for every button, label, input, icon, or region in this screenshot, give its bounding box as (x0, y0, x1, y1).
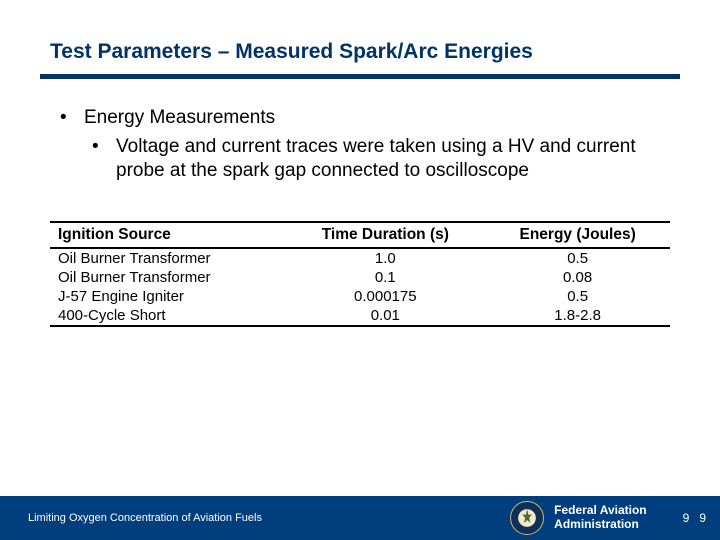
footer-page-numbers: 9 9 (683, 511, 706, 525)
bullet-l1-text: Energy Measurements (84, 107, 275, 129)
data-table: Ignition Source Time Duration (s) Energy… (50, 221, 670, 327)
title-wrap: Test Parameters – Measured Spark/Arc Ene… (0, 0, 720, 70)
table-header-cell: Energy (Joules) (485, 222, 670, 248)
table-cell: 0.1 (285, 268, 485, 287)
table-cell: Oil Burner Transformer (50, 248, 285, 268)
table-header-cell: Ignition Source (50, 222, 285, 248)
footer-org-line1: Federal Aviation (554, 503, 646, 517)
table-cell: 0.5 (485, 248, 670, 268)
slide: Test Parameters – Measured Spark/Arc Ene… (0, 0, 720, 540)
table-cell: Oil Burner Transformer (50, 268, 285, 287)
faa-seal-icon (510, 501, 544, 535)
bullet-dot-icon: • (92, 135, 116, 183)
footer-bar: Limiting Oxygen Concentration of Aviatio… (0, 496, 720, 540)
page-title: Test Parameters – Measured Spark/Arc Ene… (50, 40, 670, 64)
table-row: Oil Burner Transformer 1.0 0.5 (50, 248, 670, 268)
table-row: 400-Cycle Short 0.01 1.8-2.8 (50, 306, 670, 326)
data-table-wrap: Ignition Source Time Duration (s) Energy… (50, 221, 670, 327)
page-number-b: 9 (699, 511, 706, 525)
footer-left-text: Limiting Oxygen Concentration of Aviatio… (0, 512, 510, 524)
table-cell: 0.000175 (285, 287, 485, 306)
table-cell: 0.01 (285, 306, 485, 326)
table-cell: 1.8-2.8 (485, 306, 670, 326)
bullet-level1: • Energy Measurements (60, 107, 660, 129)
body-content: • Energy Measurements • Voltage and curr… (0, 79, 720, 183)
footer-org-line2: Administration (554, 517, 639, 531)
footer-org-label: Federal Aviation Administration (554, 504, 646, 532)
table-cell: 0.5 (485, 287, 670, 306)
table-row: J-57 Engine Igniter 0.000175 0.5 (50, 287, 670, 306)
bullet-dot-icon: • (60, 107, 84, 129)
bullet-level2: • Voltage and current traces were taken … (92, 135, 660, 183)
table-cell: 1.0 (285, 248, 485, 268)
bullet-l2-text: Voltage and current traces were taken us… (116, 135, 660, 183)
table-row: Oil Burner Transformer 0.1 0.08 (50, 268, 670, 287)
table-cell: 0.08 (485, 268, 670, 287)
table-header-cell: Time Duration (s) (285, 222, 485, 248)
table-cell: 400-Cycle Short (50, 306, 285, 326)
table-cell: J-57 Engine Igniter (50, 287, 285, 306)
table-header-row: Ignition Source Time Duration (s) Energy… (50, 222, 670, 248)
page-number-a: 9 (683, 511, 690, 525)
